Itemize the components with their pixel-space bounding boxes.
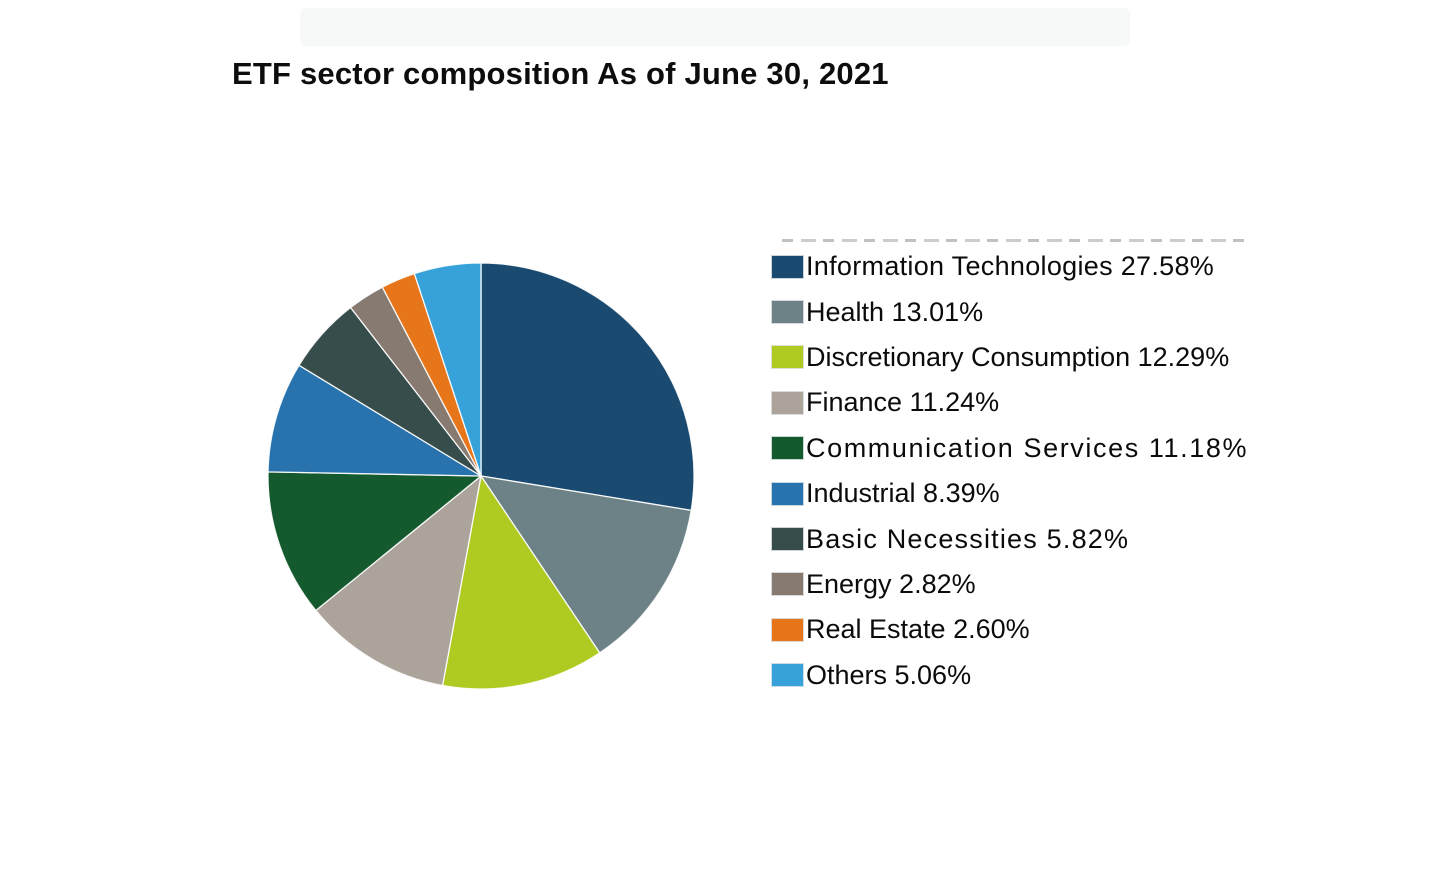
legend-label: Communication Services 11.18% bbox=[806, 432, 1249, 463]
legend-item-information-technologies: Information Technologies 27.58% bbox=[771, 244, 1248, 289]
legend-item-health: Health 13.01% bbox=[771, 289, 1248, 334]
erased-text-artifact bbox=[782, 239, 1247, 242]
pie-slice-finance bbox=[315, 475, 482, 687]
legend-label: Energy 2.82% bbox=[806, 568, 976, 599]
legend-item-discretionary-consumption: Discretionary Consumption 12.29% bbox=[771, 335, 1248, 380]
legend-label: Real Estate 2.60% bbox=[806, 614, 1030, 645]
pie-slice-information-technologies bbox=[480, 262, 695, 512]
legend: Information Technologies 27.58% Health 13… bbox=[771, 244, 1248, 698]
legend-item-others: Others 5.06% bbox=[771, 653, 1248, 698]
chart-title: ETF sector composition As of June 30, 20… bbox=[232, 56, 889, 91]
pie-slice-communication-services bbox=[267, 471, 482, 612]
pie-slice-discretionary-consumption bbox=[441, 475, 601, 690]
legend-swatch bbox=[771, 254, 804, 279]
legend-label: Industrial 8.39% bbox=[806, 478, 1000, 509]
legend-label: Discretionary Consumption 12.29% bbox=[806, 341, 1230, 372]
pie-slice-health bbox=[480, 475, 692, 654]
legend-label: Basic Necessities 5.82% bbox=[806, 523, 1130, 554]
legend-item-industrial: Industrial 8.39% bbox=[771, 471, 1248, 516]
legend-label: Health 13.01% bbox=[806, 296, 984, 327]
pie-slice-industrial bbox=[267, 364, 482, 477]
pie-slice-others bbox=[413, 262, 482, 477]
legend-label: Others 5.06% bbox=[806, 659, 972, 690]
legend-label: Finance 11.24% bbox=[806, 387, 1000, 418]
legend-item-energy: Energy 2.82% bbox=[771, 562, 1248, 607]
legend-swatch bbox=[771, 345, 804, 370]
legend-swatch bbox=[771, 617, 804, 642]
legend-swatch bbox=[771, 300, 804, 325]
legend-item-real-estate: Real Estate 2.60% bbox=[771, 607, 1248, 652]
legend-item-communication-services: Communication Services 11.18% bbox=[771, 426, 1248, 471]
legend-swatch bbox=[771, 663, 804, 688]
background-artifact bbox=[300, 8, 1130, 46]
legend-item-basic-necessities: Basic Necessities 5.82% bbox=[771, 516, 1248, 561]
legend-swatch bbox=[771, 572, 804, 597]
legend-swatch bbox=[771, 390, 804, 415]
legend-swatch bbox=[771, 436, 804, 461]
legend-item-finance: Finance 11.24% bbox=[771, 380, 1248, 425]
legend-label: Information Technologies 27.58% bbox=[806, 251, 1215, 282]
legend-swatch bbox=[771, 527, 804, 552]
legend-swatch bbox=[771, 481, 804, 506]
pie-chart bbox=[261, 256, 701, 696]
pie-chart-svg bbox=[267, 262, 695, 690]
